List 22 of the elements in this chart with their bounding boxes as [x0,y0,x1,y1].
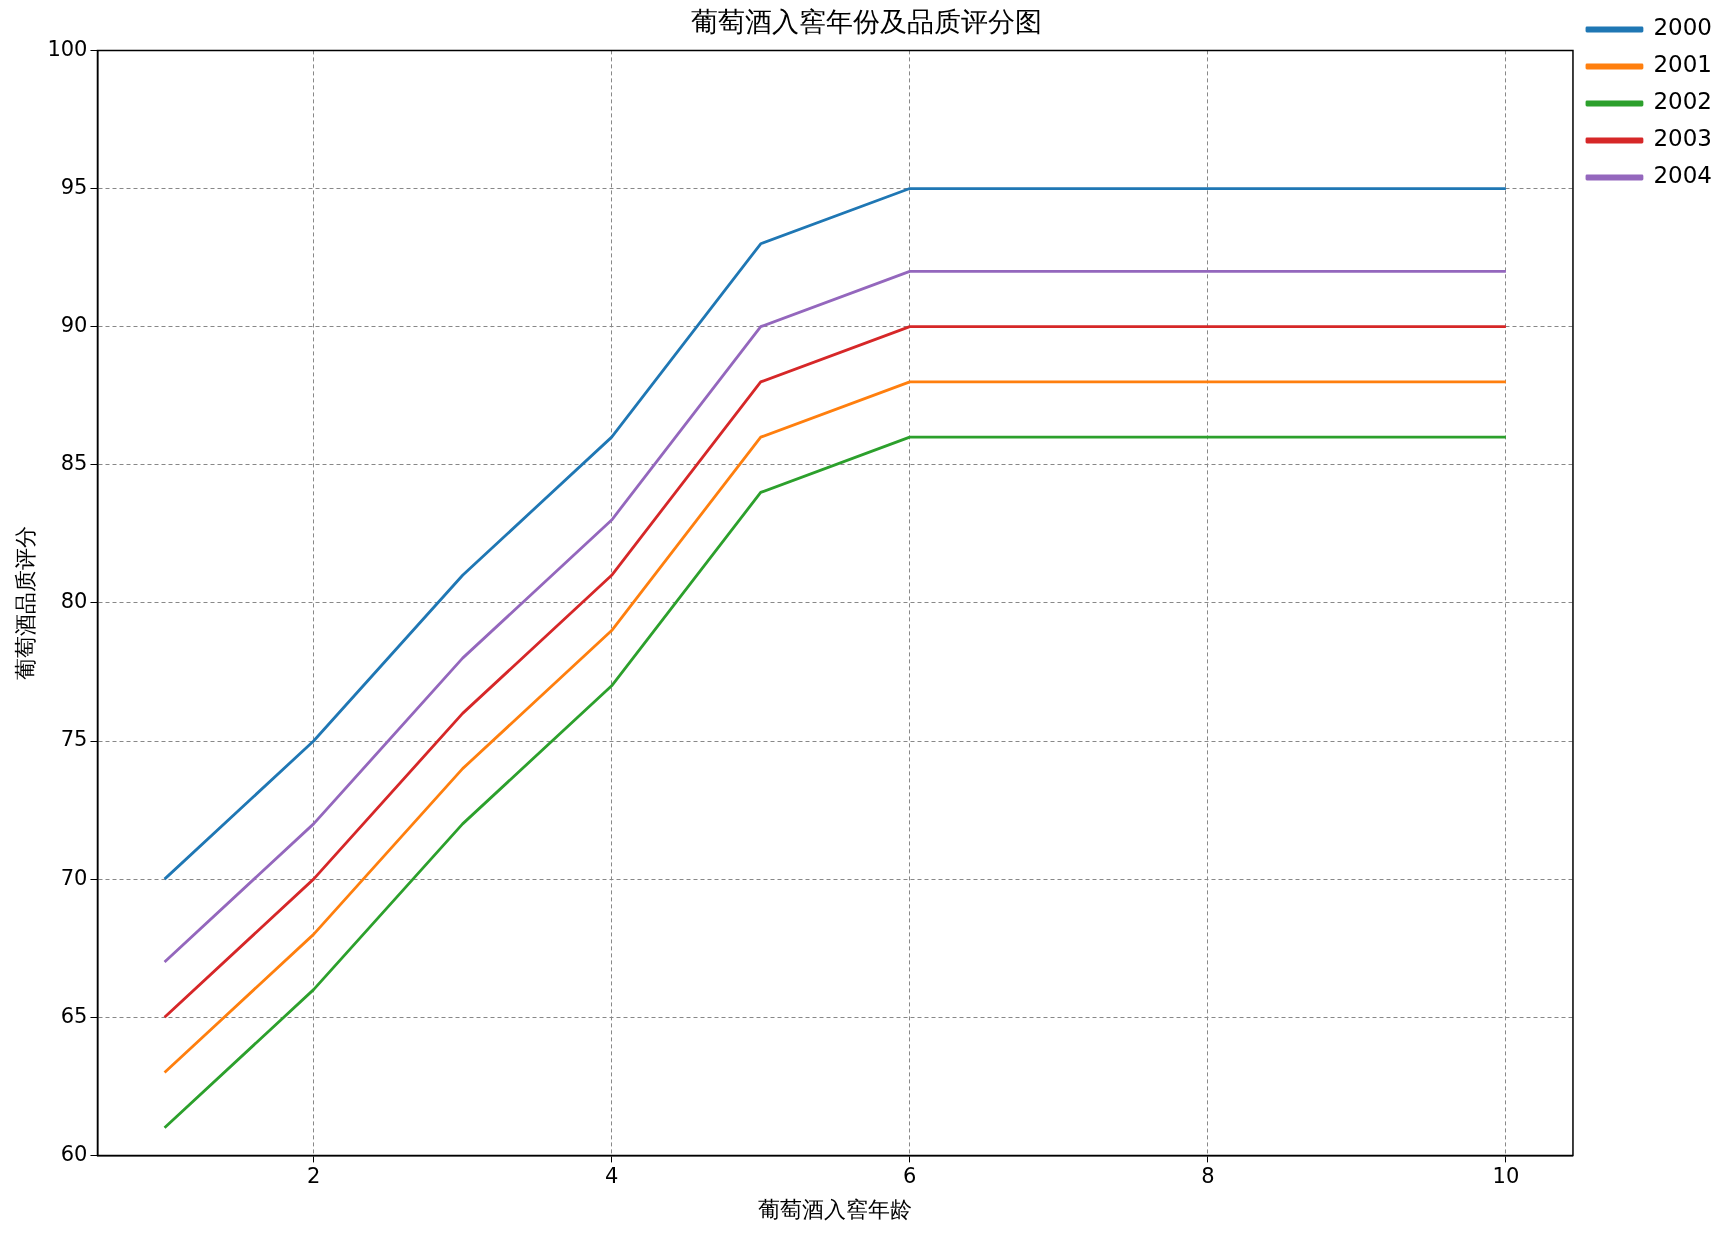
y-tick-label: 75 [60,727,88,752]
x-tick-label: 2 [306,1164,321,1189]
legend-label: 2004 [1653,162,1713,189]
x-axis-title: 葡萄酒入窖年龄 [758,1196,913,1222]
legend-label: 2000 [1653,14,1713,41]
y-tick-label: 70 [60,865,88,890]
y-tick-label: 100 [47,36,88,61]
y-tick-label: 60 [60,1141,88,1166]
y-tick-label: 80 [60,589,88,614]
y-tick-label: 85 [60,451,88,476]
x-tick-label: 4 [604,1164,619,1189]
y-tick-label: 90 [60,313,88,338]
x-tick-label: 6 [903,1164,917,1189]
chart-title: 葡萄酒入窖年份及品质评分图 [690,6,1042,38]
y-tick-label: 95 [60,174,88,199]
y-tick-label: 65 [60,1003,88,1028]
legend-label: 2002 [1653,88,1713,115]
legend-label: 2001 [1653,51,1713,78]
y-axis-title: 葡萄酒品质评分 [12,525,38,680]
x-tick-label: 8 [1201,1164,1215,1189]
x-tick-label: 10 [1492,1164,1520,1189]
legend-label: 2003 [1653,125,1713,152]
